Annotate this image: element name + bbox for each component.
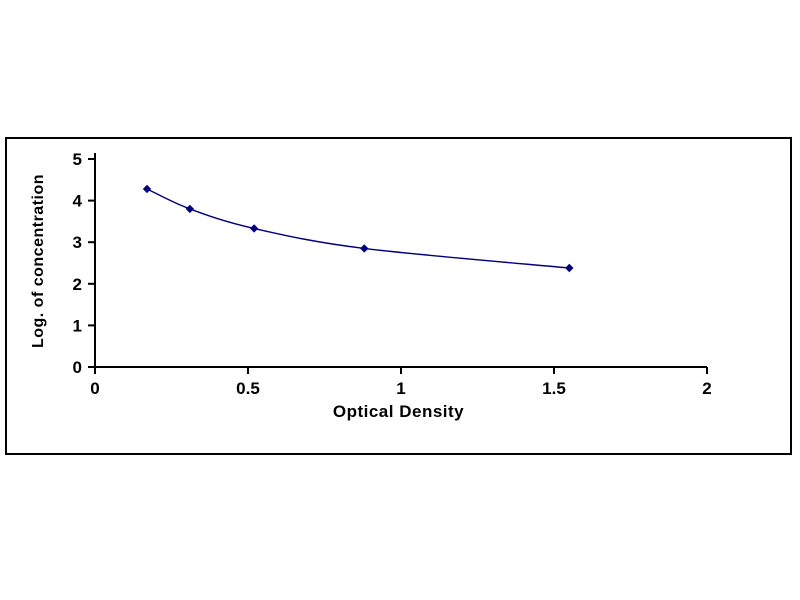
y-tick-label: 2: [73, 275, 82, 294]
data-point-marker: [142, 184, 152, 194]
x-tick-label: 1: [396, 379, 405, 398]
data-point-marker: [565, 263, 574, 273]
y-tick-label: 4: [73, 192, 83, 211]
y-tick-label: 1: [73, 316, 82, 335]
y-tick-label: 0: [73, 358, 82, 377]
x-tick-label: 0.5: [236, 379, 260, 398]
data-point-marker: [249, 224, 259, 233]
x-axis-title: Optical Density: [332, 402, 465, 421]
y-tick-label: 5: [73, 150, 82, 169]
x-tick-label: 1.5: [542, 379, 566, 398]
data-point-marker: [185, 204, 195, 214]
chart-frame: 0 0.5 1 1.5 2 0 1 2 3 4 5 Optical Density Log. of …: [5, 137, 792, 455]
standard-curve-line: [146, 188, 570, 269]
y-tick-label: 3: [73, 233, 82, 252]
standard-curve-plot: 0 0.5 1 1.5 2 0 1 2 3 4 5: [73, 150, 712, 398]
data-point-marker: [360, 244, 369, 253]
x-tick-label: 0: [90, 379, 99, 398]
x-tick-label: 2: [702, 379, 711, 398]
y-axis-title: Log. of concentration: [30, 173, 47, 349]
